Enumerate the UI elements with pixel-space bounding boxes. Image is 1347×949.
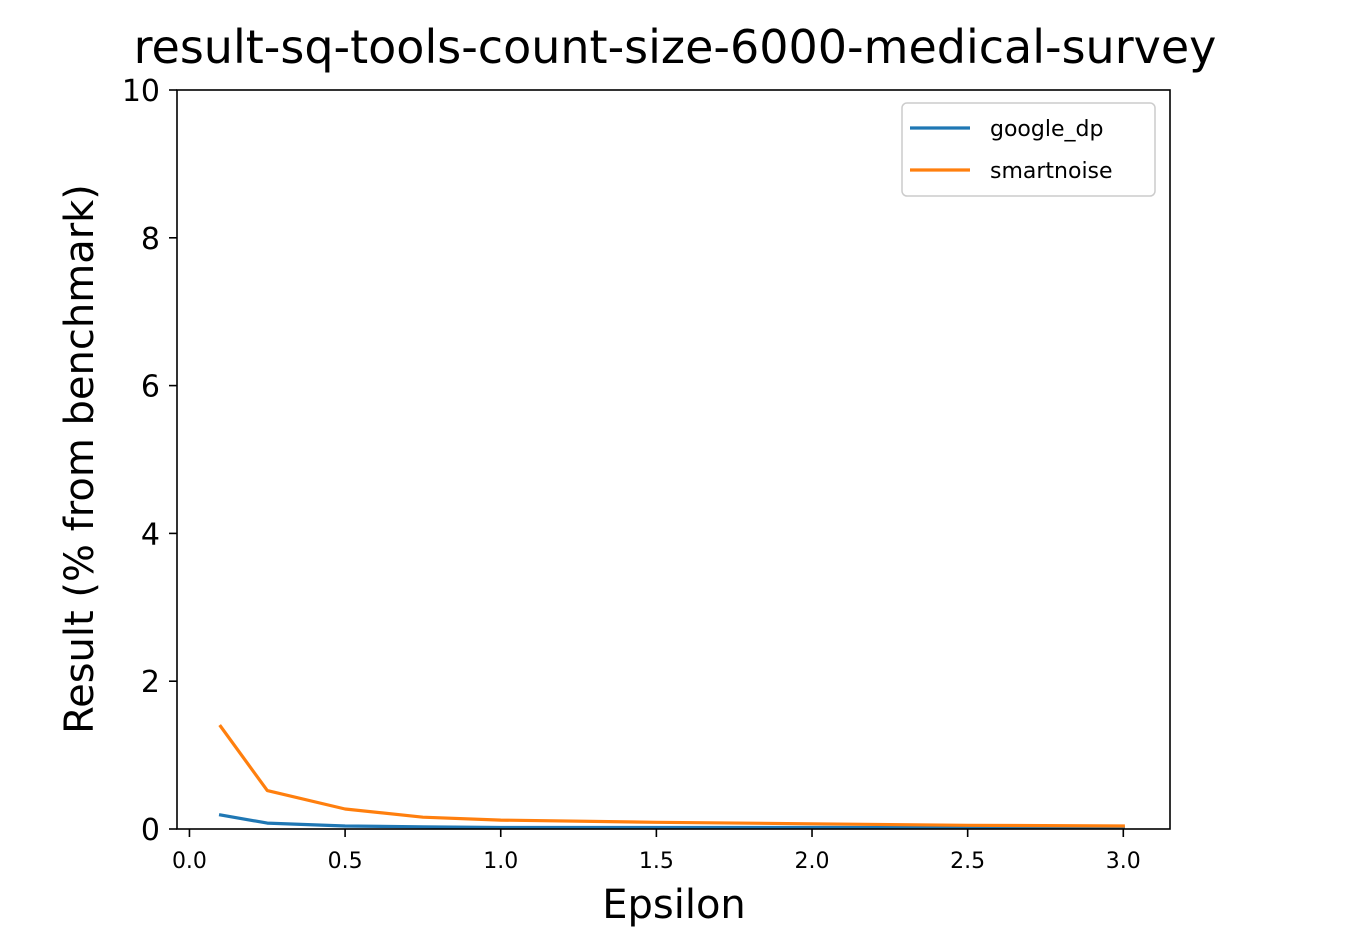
y-tick-label: 8 [141,222,160,257]
y-tick-label: 6 [141,370,160,405]
axes-frame [176,89,1171,830]
x-tick-label: 2.5 [950,849,985,874]
x-tick-label: 1.5 [639,849,674,874]
legend: google_dp smartnoise [901,102,1156,197]
x-tick-label: 3.0 [1106,849,1141,874]
x-tick-label: 0.0 [172,849,207,874]
y-tick-label: 2 [141,665,160,700]
legend-items: google_dp smartnoise [910,117,1113,184]
y-tick-label: 0 [141,813,160,848]
x-axis-label: Epsilon [602,882,746,928]
x-tick-label: 2.0 [795,849,830,874]
legend-label-smartnoise: smartnoise [990,159,1113,184]
y-axis: 0 2 4 6 8 10 [122,74,177,848]
series-layer [218,724,1125,830]
chart-title: result-sq-tools-count-size-6000-medical-… [134,20,1217,74]
y-tick-label: 4 [141,517,160,552]
y-axis-label: Result (% from benchmark) [57,184,103,734]
x-axis: 0.0 0.5 1.0 1.5 2.0 2.5 3.0 [172,829,1141,874]
x-tick-label: 1.0 [483,849,518,874]
legend-label-google-dp: google_dp [990,117,1103,142]
legend-box [901,102,1156,197]
series-line-smartnoise [218,724,1125,828]
series-line-google-dp [218,813,1125,830]
x-tick-label: 0.5 [328,849,363,874]
y-tick-label: 10 [122,74,160,109]
plot-area: 0.0 0.5 1.0 1.5 2.0 2.5 3.0 0 2 4 6 8 10 [122,74,1171,874]
